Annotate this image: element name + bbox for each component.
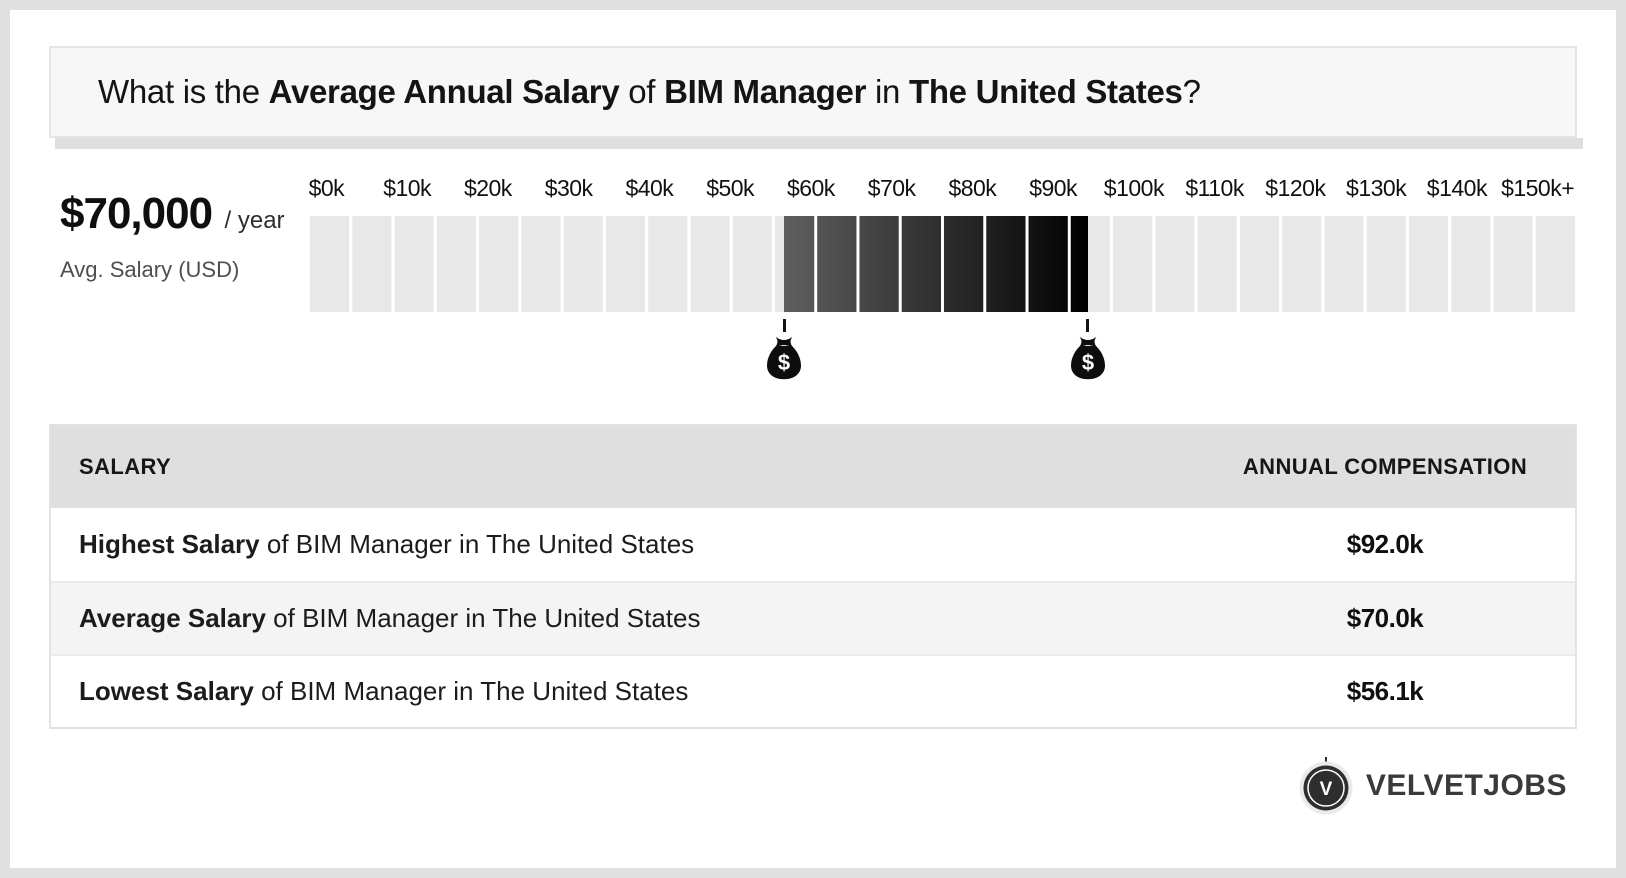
title-part: ? (1182, 73, 1201, 110)
highest-salary-marker: $ (1068, 319, 1108, 380)
row-label-rest: of BIM Manager in The United States (253, 676, 689, 706)
salary-table-header: SALARY ANNUAL COMPENSATION (51, 426, 1575, 508)
axis-tick-label: $60k (786, 175, 835, 201)
brand-footer: V VELVETJOBS (10, 757, 1567, 815)
column-header-salary: SALARY (79, 454, 172, 479)
row-label: Average Salary of BIM Manager in The Uni… (51, 603, 1195, 634)
axis-tick-label: $90k (1029, 175, 1078, 201)
column-header-annual-compensation: ANNUAL COMPENSATION (1242, 454, 1528, 479)
row-label-term: Highest Salary (79, 529, 260, 559)
lowest-salary-marker: $ (764, 319, 804, 380)
marker-tick (1086, 319, 1090, 332)
brand-name: VELVETJOBS (1365, 769, 1567, 802)
table-row: Lowest Salary of BIM Manager in The Unit… (51, 654, 1575, 727)
table-row: Average Salary of BIM Manager in The Uni… (51, 581, 1575, 654)
axis-tick-label: $110k (1185, 175, 1244, 201)
infographic-card: What is the Average Annual Salary of BIM… (10, 10, 1616, 868)
axis-tick-label: $120k (1265, 175, 1326, 201)
axis-tick-label: $130k (1346, 175, 1407, 201)
title-part: of (619, 73, 665, 110)
axis-tick-label: $140k (1426, 175, 1488, 201)
row-label-term: Average Salary (79, 603, 266, 633)
salary-scale: $0k $10k $20k $30k $40k $50k $60k $70k $80k $90k $… (309, 175, 1578, 380)
salary-range-chart: $70,000 / year Avg. Salary (USD) $0k $10k… (10, 149, 1616, 424)
row-label: Lowest Salary of BIM Manager in The Unit… (51, 676, 1195, 707)
salary-bar: $ $ (310, 216, 1578, 380)
salary-table-body: Highest Salary of BIM Manager in The Uni… (51, 508, 1575, 727)
money-bag-icon: $ (1070, 336, 1105, 380)
marker-tick (782, 319, 786, 332)
average-salary-caption: Avg. Salary (USD) (60, 257, 240, 282)
average-salary-callout: $70,000 / year Avg. Salary (USD) (60, 189, 285, 283)
title-part: in (866, 73, 909, 110)
axis-tick-label: $100k (1103, 175, 1165, 201)
average-salary-period: / year (224, 207, 285, 234)
salary-table: SALARY ANNUAL COMPENSATION Highest Salar… (49, 424, 1577, 729)
row-value: $56.1k (1346, 676, 1424, 706)
money-bag-icon: $ (767, 336, 802, 380)
average-salary-amount: $70,000 (60, 189, 213, 238)
row-label: Highest Salary of BIM Manager in The Uni… (51, 529, 1195, 560)
axis-tick-label: $150k+ (1501, 175, 1575, 201)
logo-letter: V (1319, 779, 1332, 800)
page-title: What is the Average Annual Salary of BIM… (98, 73, 1201, 111)
row-label-rest: of BIM Manager in The United States (265, 603, 701, 633)
title-part: Average Annual Salary (268, 73, 620, 110)
salary-bar-gaps (310, 216, 1578, 312)
axis-tick-label: $20k (463, 175, 512, 201)
title-part: The United States (908, 73, 1183, 110)
axis-tick-label: $10k (383, 175, 432, 201)
title-box-shadow (55, 138, 1583, 149)
row-label-term: Lowest Salary (79, 676, 254, 706)
title-part: BIM Manager (664, 73, 867, 110)
axis-tick-label: $30k (544, 175, 593, 201)
axis-labels: $0k $10k $20k $30k $40k $50k $60k $70k $80k $90k $… (286, 175, 1578, 202)
title-box: What is the Average Annual Salary of BIM… (49, 46, 1577, 138)
axis-tick-label: $40k (625, 175, 674, 201)
row-label-rest: of BIM Manager in The United States (259, 529, 695, 559)
svg-text:$: $ (1082, 350, 1094, 375)
table-row: Highest Salary of BIM Manager in The Uni… (51, 508, 1575, 581)
svg-text:$: $ (778, 350, 790, 375)
row-value: $92.0k (1346, 529, 1424, 559)
axis-tick-label: $50k (706, 175, 755, 201)
title-part: What is the (98, 73, 269, 110)
velvetjobs-logo-icon: V (1299, 757, 1353, 815)
axis-tick-label: $0k (308, 175, 345, 201)
axis-tick-label: $80k (948, 175, 997, 201)
row-value: $70.0k (1346, 603, 1424, 633)
axis-tick-label: $70k (867, 175, 916, 201)
